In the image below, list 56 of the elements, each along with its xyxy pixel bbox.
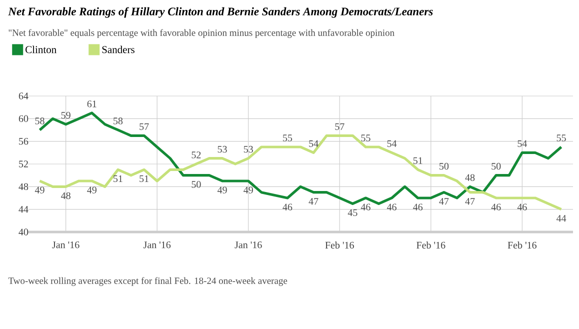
data-label: 47 (465, 198, 475, 205)
data-label: 48 (61, 192, 70, 200)
x-tick-label: Jan '16 (52, 242, 80, 248)
data-label: 58 (114, 118, 123, 124)
data-label: 55 (283, 134, 292, 142)
data-label: 47 (439, 198, 449, 205)
data-label: 57 (140, 123, 149, 130)
data-label: 49 (87, 186, 96, 194)
legend-label: Sanders (102, 46, 134, 54)
data-label: 55 (361, 134, 370, 142)
data-label: 51 (114, 175, 122, 182)
y-tick-label: 56 (19, 138, 28, 145)
y-tick-label: 48 (18, 183, 28, 190)
data-label: 50 (440, 162, 449, 170)
y-tick-label: 52 (19, 160, 28, 168)
data-label: 45 (348, 209, 358, 216)
data-label: 48 (465, 174, 475, 181)
data-label: 54 (387, 140, 397, 147)
data-label: 53 (244, 146, 253, 153)
x-tick-label: Feb '16 (508, 242, 537, 249)
chart-title: Net Favorable Ratings of Hillary Clinton and Bernie Sanders Among Democrats/Leaners (8, 7, 433, 18)
data-label: 46 (413, 204, 423, 210)
data-label: 59 (61, 112, 70, 119)
x-tick-label: Jan '16 (143, 242, 171, 248)
data-label: 49 (217, 186, 227, 194)
x-tick-label: Feb '16 (325, 242, 354, 249)
data-label: 54 (518, 140, 528, 147)
data-label: 58 (35, 118, 44, 124)
x-tick-label: Feb '16 (416, 242, 446, 249)
chart-subtitle: "Net favorable" equals percentage with favorable opinion minus percentage with unfavorable opinion (8, 29, 394, 38)
data-label: 46 (491, 204, 501, 210)
y-tick-label: 44 (18, 206, 28, 213)
data-label: 52 (192, 152, 201, 158)
text: Two-week rolling averages except for final Feb. 18-24 one-week average (8, 277, 288, 286)
data-label: 61 (87, 100, 96, 108)
data-label: 46 (386, 204, 396, 210)
data-label: 46 (517, 204, 527, 210)
data-label: 47 (308, 198, 318, 205)
data-label: 50 (192, 181, 201, 188)
data-label: 44 (556, 215, 566, 222)
data-label: 53 (218, 146, 227, 153)
data-label: 51 (413, 157, 422, 164)
y-tick-label: 64 (18, 92, 28, 100)
data-label: 57 (335, 123, 344, 130)
data-label: 54 (309, 140, 318, 147)
x-tick-label: Jan '16 (234, 242, 262, 248)
data-label: 55 (556, 134, 566, 142)
data-label: 46 (360, 204, 370, 210)
data-label: 49 (244, 186, 253, 194)
data-label: 46 (282, 204, 292, 210)
data-label: 49 (34, 186, 44, 194)
legend-label: Clinton (26, 46, 56, 54)
y-tick-label: 60 (18, 115, 28, 122)
data-label: 51 (140, 175, 148, 182)
y-tick-label: 40 (18, 228, 28, 236)
data-label: 50 (492, 162, 501, 170)
